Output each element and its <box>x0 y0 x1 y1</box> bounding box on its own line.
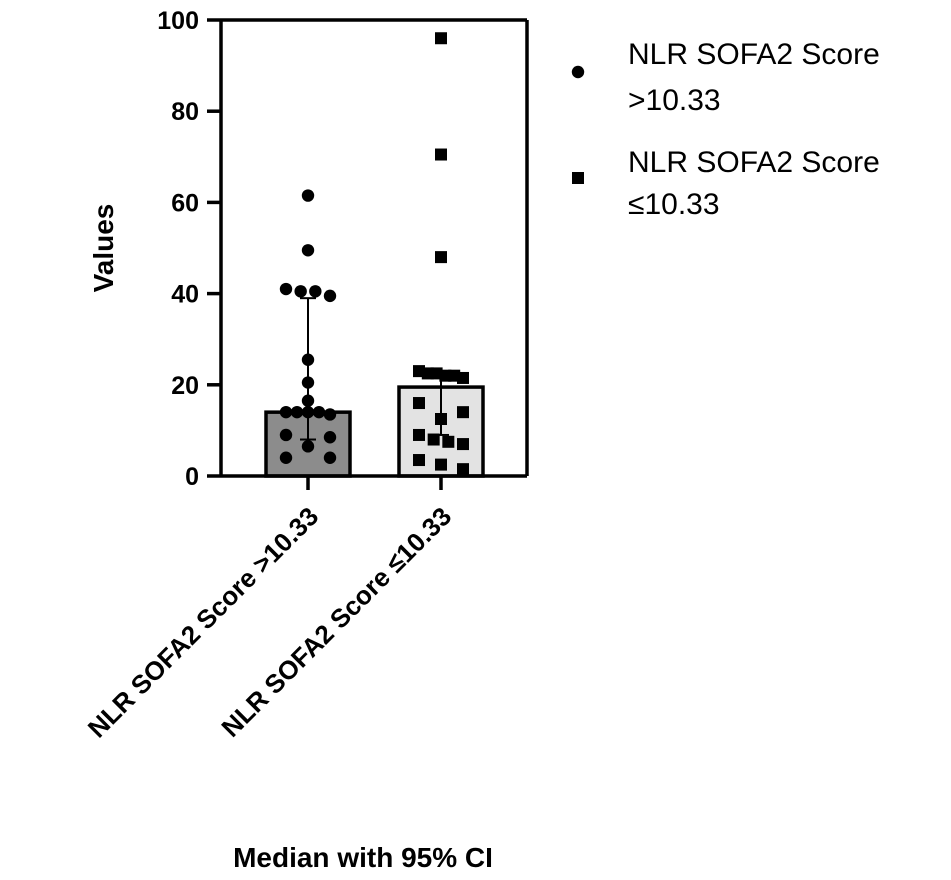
data-point <box>435 32 447 45</box>
data-point <box>294 285 307 298</box>
data-point <box>290 405 304 419</box>
data-point <box>457 463 469 476</box>
data-point <box>279 405 293 419</box>
y-tick-label: 40 <box>171 281 199 309</box>
data-point <box>413 428 425 441</box>
series-group <box>264 189 352 478</box>
data-point <box>435 413 447 425</box>
data-point <box>457 406 469 419</box>
data-point <box>312 405 326 419</box>
legend-label: >10.33 <box>628 84 721 117</box>
data-point <box>279 428 293 442</box>
data-point <box>301 394 315 407</box>
legend-item: NLR SOFA2 Score >10.33 <box>571 38 880 117</box>
data-point <box>301 440 315 453</box>
data-point <box>427 433 440 446</box>
legend-label: NLR SOFA2 Score <box>628 38 880 71</box>
legend-label: ≤10.33 <box>628 188 720 221</box>
data-point <box>301 353 315 366</box>
legend-item: NLR SOFA2 Score ≤10.33 <box>572 146 880 221</box>
data-point <box>413 397 425 410</box>
y-axis-title: Values <box>88 204 119 293</box>
x-tick-label: NLR SOFA2 Score ≤10.33 <box>215 501 457 743</box>
legend-label: NLR SOFA2 Score <box>628 146 880 179</box>
x-axis-title: Median with 95% CI <box>233 842 493 873</box>
data-point <box>435 148 447 161</box>
data-point <box>323 451 337 464</box>
y-tick-label: 80 <box>171 98 199 126</box>
data-point <box>309 285 322 298</box>
data-point <box>279 282 293 296</box>
data-point <box>323 408 337 421</box>
data-point <box>435 251 447 264</box>
y-tick-label: 100 <box>157 7 199 35</box>
legend-marker <box>572 172 584 184</box>
y-tick-label: 20 <box>171 372 199 400</box>
data-point <box>442 435 455 448</box>
data-point <box>301 244 315 257</box>
data-point <box>457 438 469 451</box>
data-point <box>435 458 447 471</box>
data-point <box>323 431 337 444</box>
data-point <box>279 451 293 464</box>
data-point <box>323 289 337 303</box>
data-point <box>301 189 315 202</box>
y-tick-label: 60 <box>171 189 199 217</box>
legend-marker <box>571 65 585 79</box>
data-point <box>301 376 315 389</box>
data-point <box>301 405 315 419</box>
legend: NLR SOFA2 Score >10.33 NLR SOFA2 Score ≤10.… <box>571 38 880 221</box>
x-tick-label: NLR SOFA2 Score >10.33 <box>82 501 324 743</box>
series-group <box>397 32 485 478</box>
y-tick-label: 0 <box>185 463 199 491</box>
data-point <box>457 371 469 384</box>
data-point <box>413 454 425 467</box>
